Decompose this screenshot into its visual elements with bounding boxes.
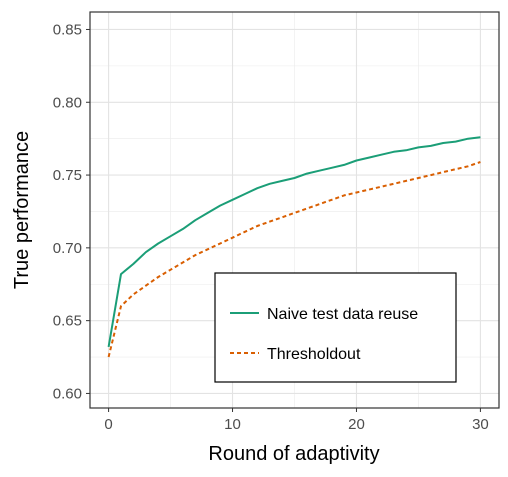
series-lines: [107, 136, 481, 358]
y-tick-label: 0.85: [53, 21, 82, 38]
x-tick-label: 20: [348, 416, 365, 433]
y-axis-title: True performance: [11, 131, 33, 289]
y-tick-label: 0.60: [53, 385, 82, 402]
series-line-naive: [107, 136, 481, 348]
legend-label-naive: Naive test data reuse: [267, 306, 418, 323]
legend-label-thresholdout: Thresholdout: [267, 346, 361, 363]
x-tick-label: 30: [472, 416, 489, 433]
plot-border: [89, 11, 500, 409]
series-line-thresholdout: [107, 161, 481, 358]
x-tick-label: 0: [104, 416, 112, 433]
x-axis-title: Round of adaptivity: [208, 443, 379, 465]
x-tick-label: 10: [224, 416, 241, 433]
legend: Naive test data reuse Thresholdout: [214, 272, 457, 383]
y-tick-label: 0.75: [53, 167, 82, 184]
y-tick-label: 0.65: [53, 313, 82, 330]
y-tick-label: 0.80: [53, 94, 82, 111]
axis-ticks: 0 10 20 30 0.60 0.65 0.70 0.75 0.80 0.85: [53, 21, 489, 433]
legend-box: [214, 272, 457, 383]
y-tick-label: 0.70: [53, 240, 82, 257]
